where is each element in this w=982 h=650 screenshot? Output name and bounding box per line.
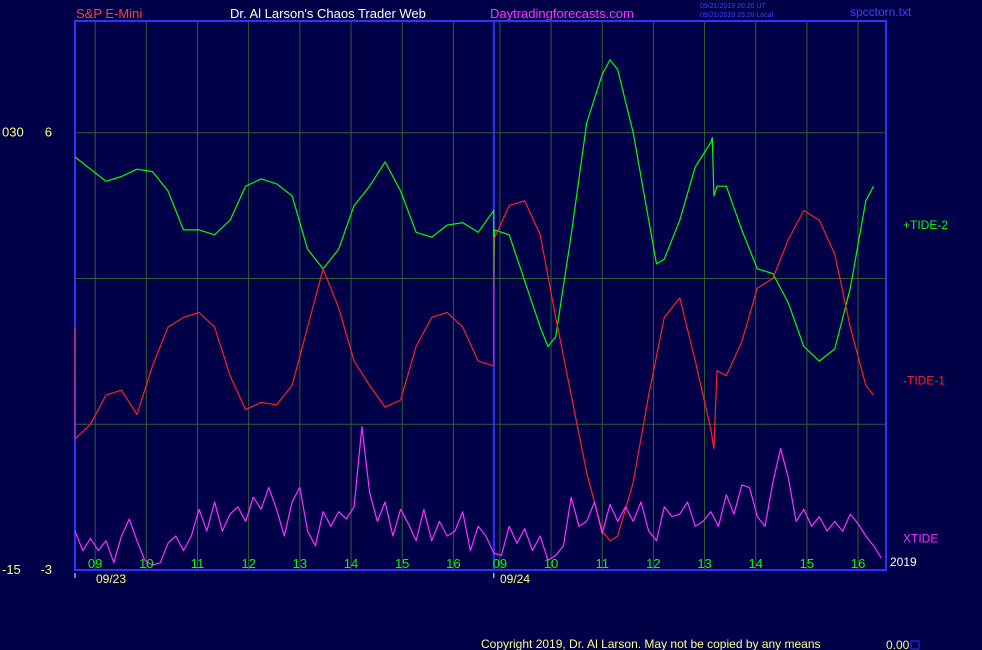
y-tick-label-right: 6 xyxy=(45,125,52,140)
series-label-tide1: -TIDE-1 xyxy=(903,374,945,388)
series-line-tide2 xyxy=(74,59,875,362)
year-label: 2019 xyxy=(890,555,917,569)
plot-border xyxy=(74,20,887,571)
x-tick-label: 11 xyxy=(191,556,205,571)
series-line-tide1 xyxy=(74,200,875,542)
symbol-title: S&P E-Mini xyxy=(76,6,142,21)
site-link[interactable]: Daytradingforecasts.com xyxy=(490,6,634,21)
data-file-name: spcctorn.txt xyxy=(850,5,912,19)
x-tick-label: 15 xyxy=(800,556,814,571)
x-tick-label: 09 xyxy=(88,556,102,571)
x-tick-label: 09 xyxy=(493,556,507,571)
y-tick-label-right: -3 xyxy=(40,562,52,577)
x-tick-label: 16 xyxy=(851,556,865,571)
y-tick-label-left: -15 xyxy=(2,562,21,577)
y-tick-labels: 030 6 -15 -3 xyxy=(2,125,52,577)
grid-lines xyxy=(75,21,886,570)
x-tick-label: 13 xyxy=(293,556,307,571)
x-tick-label: 10 xyxy=(139,556,153,571)
x-tick-label: 16 xyxy=(446,556,460,571)
series-label-xtide: XTIDE xyxy=(903,531,938,545)
timestamp-local: 09/21/2019 15:20 Local xyxy=(700,12,774,19)
footer-box-icon xyxy=(910,640,920,650)
x-tick-label: 13 xyxy=(697,556,711,571)
x-tick-label: 12 xyxy=(241,556,255,571)
x-tick-label: 11 xyxy=(595,556,609,571)
chart-title: Dr. Al Larson's Chaos Trader Web xyxy=(230,6,426,21)
plot-frame xyxy=(74,20,887,578)
footer-value: 0.00 xyxy=(886,638,910,650)
date-label: 09/24 xyxy=(500,572,530,586)
x-tick-label: 10 xyxy=(544,556,558,571)
x-tick-label: 14 xyxy=(749,556,763,571)
series-layer: +TIDE-2 -TIDE-1 XTIDE xyxy=(74,59,948,566)
timestamp-ut: 09/21/2019 20:20 UT xyxy=(700,3,766,10)
y-tick-label-left: 030 xyxy=(2,125,24,140)
copyright-notice: Copyright 2019, Dr. Al Larson. May not b… xyxy=(481,637,821,650)
series-label-tide2: +TIDE-2 xyxy=(903,218,948,232)
x-tick-label: 12 xyxy=(646,556,660,571)
x-tick-label: 15 xyxy=(395,556,409,571)
x-tick-label: 14 xyxy=(344,556,358,571)
date-label: 09/23 xyxy=(96,572,126,586)
series-line-xtide xyxy=(74,426,882,566)
x-tick-labels: 09 10 11 12 13 14 15 16 09 10 11 12 13 14 15 16 09/23 09/… xyxy=(88,555,917,586)
